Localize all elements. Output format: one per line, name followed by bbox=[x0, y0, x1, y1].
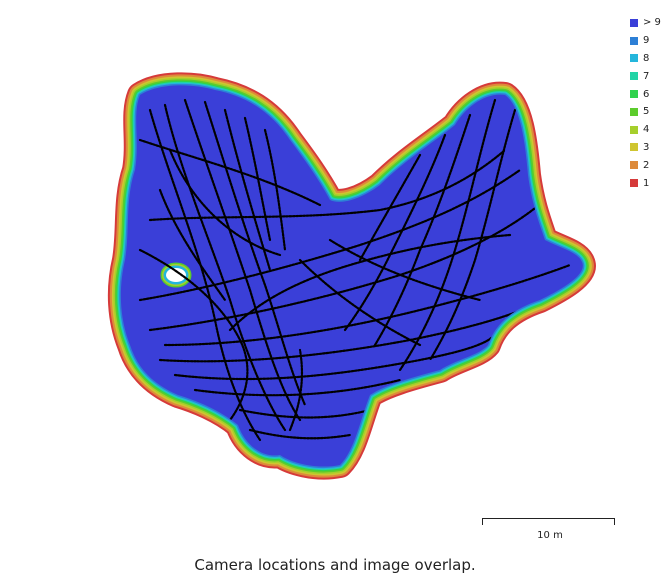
legend-label: 2 bbox=[643, 159, 650, 171]
camera-track bbox=[158, 188, 227, 302]
camera-track bbox=[163, 103, 287, 432]
camera-track bbox=[428, 108, 517, 362]
legend-item: 6 bbox=[630, 85, 670, 103]
legend-swatch bbox=[630, 90, 638, 99]
legend-swatch bbox=[630, 72, 638, 81]
camera-track bbox=[248, 428, 352, 440]
camera-track bbox=[328, 238, 482, 302]
camera-track bbox=[373, 113, 472, 347]
camera-track bbox=[288, 348, 304, 432]
legend-swatch bbox=[630, 36, 638, 45]
legend-item: 5 bbox=[630, 103, 670, 121]
legend-label: 9 bbox=[643, 35, 650, 47]
legend-swatch bbox=[630, 125, 638, 134]
legend-item: 7 bbox=[630, 67, 670, 85]
camera-track bbox=[183, 98, 302, 422]
camera-track bbox=[228, 233, 512, 332]
legend-label: 3 bbox=[643, 141, 650, 153]
legend-label: > 9 bbox=[643, 17, 661, 29]
legend-swatch bbox=[630, 179, 638, 188]
legend-swatch bbox=[630, 18, 638, 27]
camera-track bbox=[138, 138, 322, 207]
legend-label: 1 bbox=[643, 177, 650, 189]
scale-bar-label: 10 m bbox=[537, 530, 563, 541]
camera-track bbox=[238, 408, 372, 419]
camera-tracks bbox=[138, 98, 572, 442]
figure-caption: Camera locations and image overlap. bbox=[194, 556, 476, 574]
camera-track bbox=[398, 98, 497, 372]
camera-track bbox=[358, 153, 422, 262]
legend-swatch bbox=[630, 54, 638, 63]
legend-label: 6 bbox=[643, 88, 650, 100]
overlap-core bbox=[120, 85, 583, 467]
legend-swatch bbox=[630, 161, 638, 170]
camera-track bbox=[148, 108, 262, 442]
overlap-bands bbox=[107, 72, 596, 480]
legend-item: 2 bbox=[630, 156, 670, 174]
legend-item: 3 bbox=[630, 139, 670, 157]
legend-label: 4 bbox=[643, 124, 650, 136]
camera-track bbox=[168, 148, 282, 257]
legend-item: 4 bbox=[630, 121, 670, 139]
legend-item: 9 bbox=[630, 32, 670, 50]
overlap-hole bbox=[160, 262, 192, 288]
scale-bar bbox=[482, 518, 615, 525]
legend-label: 8 bbox=[643, 52, 650, 64]
legend-item: 8 bbox=[630, 50, 670, 68]
camera-track bbox=[163, 263, 572, 347]
legend-swatch bbox=[630, 143, 638, 152]
camera-track bbox=[158, 298, 547, 363]
legend-item: > 9 bbox=[630, 14, 670, 32]
camera-track bbox=[223, 108, 272, 272]
legend-label: 7 bbox=[643, 70, 650, 82]
camera-track bbox=[243, 116, 272, 242]
legend-swatch bbox=[630, 107, 638, 116]
camera-track bbox=[203, 100, 307, 407]
camera-track bbox=[138, 248, 249, 422]
overlap-hole-ring bbox=[166, 268, 186, 282]
camera-track bbox=[263, 128, 287, 252]
camera-track bbox=[148, 148, 507, 222]
camera-track bbox=[148, 198, 547, 332]
camera-track bbox=[193, 378, 402, 397]
legend-item: 1 bbox=[630, 174, 670, 192]
camera-track bbox=[298, 258, 422, 347]
camera-track bbox=[173, 333, 497, 381]
overlap-legend: > 9 9 8 7 6 5 4 3 2 1 bbox=[630, 14, 670, 192]
legend-label: 5 bbox=[643, 106, 650, 118]
